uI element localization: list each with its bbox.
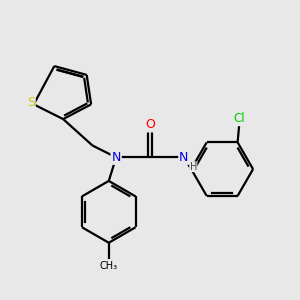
Text: H: H <box>190 162 197 172</box>
Text: Cl: Cl <box>233 112 245 125</box>
Text: CH₃: CH₃ <box>100 261 118 271</box>
Text: O: O <box>145 118 155 131</box>
Text: N: N <box>179 151 188 164</box>
Text: S: S <box>27 96 35 110</box>
Text: N: N <box>112 151 121 164</box>
